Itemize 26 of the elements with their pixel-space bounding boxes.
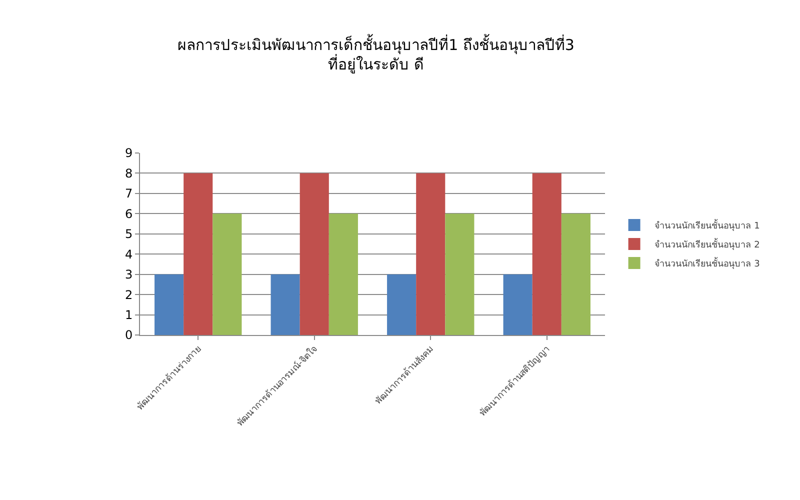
y-tick-label: 2 (124, 288, 133, 302)
legend-label: จำนวนนักเรียนชั้นอนุบาล 3 (654, 256, 760, 270)
y-tick-label: 9 (124, 146, 133, 160)
y-tick-label: 3 (124, 268, 133, 282)
y-tick-label: 7 (124, 186, 133, 201)
bar (212, 214, 242, 335)
y-tick-label: 0 (124, 328, 133, 342)
legend-label: จำนวนนักเรียนชั้นอนุบาล 2 (654, 238, 760, 251)
bar (184, 173, 213, 335)
y-tick-label: 1 (124, 308, 133, 322)
y-tick-label: 4 (124, 247, 133, 262)
legend-label: จำนวนนักเรียนชั้นอนุบาล 1 (654, 218, 760, 232)
bar (328, 214, 358, 335)
bar (503, 274, 532, 335)
chart-title: ผลการประเมินพัฒนาการเด็กชั้นอนุบาลปีที่1 ถึงชั้นอนุบาลปีที่3 ที่อยู่ในระดับ ดี (178, 34, 574, 74)
bar (387, 274, 416, 335)
y-tick-label: 6 (124, 206, 133, 221)
bar (416, 173, 446, 335)
bar (270, 274, 300, 335)
bar (561, 214, 590, 335)
bar (445, 214, 474, 335)
bar (154, 274, 184, 335)
y-tick-label: 5 (124, 227, 133, 242)
y-tick-label: 8 (124, 166, 133, 180)
bar (532, 173, 562, 335)
bar (300, 173, 329, 335)
